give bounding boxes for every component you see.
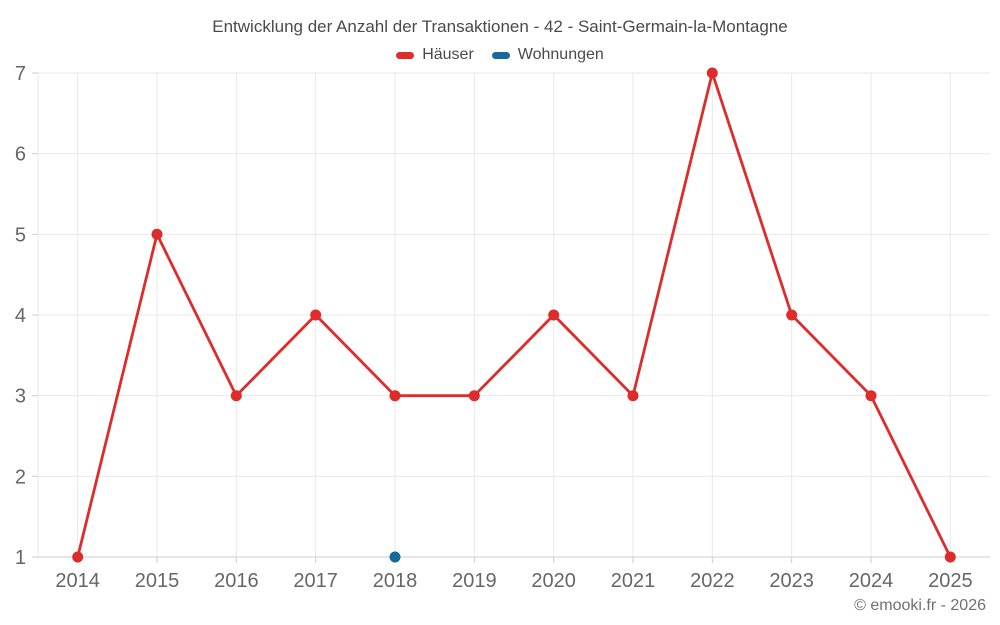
y-axis-label: 6: [15, 144, 26, 166]
legend-item-hauser[interactable]: Häuser: [396, 46, 474, 64]
legend: Häuser Wohnungen: [0, 46, 1000, 64]
x-axis-label: 2014: [55, 570, 100, 592]
data-point-hauser[interactable]: [72, 551, 84, 563]
x-axis-label: 2017: [293, 570, 338, 592]
data-point-hauser[interactable]: [548, 309, 560, 321]
x-axis-label: 2024: [849, 570, 894, 592]
y-axis-label: 3: [15, 386, 26, 408]
copyright-credit[interactable]: © emooki.fr - 2026: [854, 597, 986, 614]
series-line-hauser: [76, 71, 952, 559]
legend-label-hauser: Häuser: [422, 46, 474, 63]
y-axis-label: 2: [15, 466, 26, 488]
data-point-hauser[interactable]: [468, 390, 480, 402]
data-point-hauser[interactable]: [627, 390, 639, 402]
data-point-hauser[interactable]: [310, 309, 322, 321]
x-axis-label: 2015: [135, 570, 180, 592]
data-point-hauser[interactable]: [865, 390, 877, 402]
x-axis-label: 2021: [611, 570, 656, 592]
data-point-hauser[interactable]: [230, 390, 242, 402]
y-axis-label: 4: [15, 305, 26, 327]
y-axis-label: 5: [15, 224, 26, 246]
x-axis-label: 2020: [531, 570, 576, 592]
x-axis-label: 2023: [769, 570, 814, 592]
x-axis-label: 2018: [373, 570, 418, 592]
x-axis-label: 2019: [452, 570, 497, 592]
data-point-wohnungen[interactable]: [389, 551, 401, 563]
x-axis-label: 2016: [214, 570, 259, 592]
chart-title: Entwicklung der Anzahl der Transaktionen…: [212, 17, 788, 36]
legend-item-wohnungen[interactable]: Wohnungen: [491, 46, 604, 64]
data-point-hauser[interactable]: [151, 228, 163, 240]
legend-marker-wohnungen-icon: [491, 51, 510, 59]
x-axis-label: 2025: [928, 570, 973, 592]
y-axis-label: 7: [15, 63, 26, 85]
legend-label-wohnungen: Wohnungen: [517, 46, 604, 63]
data-point-hauser[interactable]: [389, 390, 401, 402]
data-point-hauser[interactable]: [706, 67, 718, 79]
x-axis-label: 2022: [690, 570, 735, 592]
legend-marker-hauser-icon: [396, 51, 415, 59]
data-point-hauser[interactable]: [944, 551, 956, 563]
y-axis-label: 1: [15, 547, 26, 569]
data-point-hauser[interactable]: [786, 309, 798, 321]
